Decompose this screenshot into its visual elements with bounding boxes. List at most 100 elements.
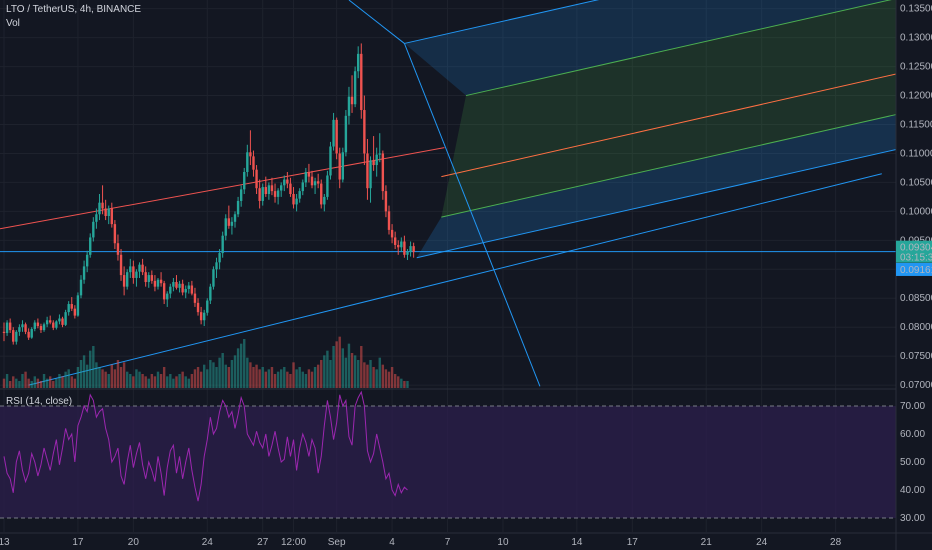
volume-bar — [49, 376, 52, 388]
candle-body — [178, 283, 181, 288]
candle-body — [347, 96, 351, 116]
candle-body — [42, 324, 46, 331]
candle-body — [129, 266, 132, 273]
volume-bar — [39, 381, 43, 388]
candle-body — [101, 202, 104, 209]
time-tick-label: 24 — [202, 537, 214, 548]
rsi-pane[interactable] — [0, 388, 932, 519]
volume-bar — [227, 367, 231, 388]
candle-body — [82, 266, 86, 280]
candle-body — [249, 152, 252, 157]
price-tick-label: 0.11500 — [900, 120, 932, 131]
candle-body — [24, 324, 27, 332]
volume-bar — [175, 376, 178, 388]
candle-body — [286, 179, 289, 184]
volume-bar — [12, 376, 15, 388]
candle-body — [206, 300, 209, 313]
candle-body — [135, 271, 138, 278]
vol-legend[interactable]: Vol — [6, 18, 20, 29]
volume-bar — [387, 371, 391, 388]
time-tick-label: 4 — [389, 537, 395, 548]
volume-bar — [329, 360, 332, 388]
bar-countdown: 03:15:33 — [900, 253, 932, 264]
rsi-tick-label: 50.00 — [900, 457, 925, 468]
candle-body — [381, 153, 385, 192]
candle-body — [61, 318, 64, 325]
candle-body — [270, 185, 274, 192]
volume-bar — [162, 367, 166, 388]
candle-body — [403, 241, 406, 255]
volume-bar — [110, 364, 113, 388]
candle-body — [12, 330, 15, 342]
time-tick-label: 13 — [0, 537, 10, 548]
time-tick-label: 10 — [497, 537, 509, 548]
candle-body — [203, 312, 206, 321]
volume-bar — [270, 367, 274, 388]
volume-bar — [82, 355, 86, 388]
candle-body — [255, 169, 258, 189]
volume-bar — [363, 362, 366, 388]
volume-bar — [119, 367, 123, 388]
candle-body — [113, 224, 117, 244]
candle-body — [280, 185, 283, 191]
volume-bar — [147, 378, 150, 388]
volume-bar — [378, 357, 381, 388]
symbol-title[interactable]: LTO / TetherUS, 4h, BINANCE — [6, 4, 142, 15]
candle-body — [283, 179, 286, 186]
volume-bar — [406, 381, 409, 388]
candle-body — [199, 312, 203, 321]
candle-body — [246, 152, 249, 172]
candle-body — [132, 266, 135, 278]
volume-bar — [375, 369, 378, 388]
candle-body — [397, 244, 400, 248]
volume-bar — [33, 376, 36, 388]
volume-bar — [24, 371, 27, 388]
volume-bar — [18, 381, 21, 388]
time-tick-label: 28 — [830, 537, 842, 548]
volume-bar — [249, 362, 252, 388]
time-tick-label: 17 — [627, 537, 639, 548]
rsi-tick-label: 40.00 — [900, 485, 925, 496]
volume-bar — [2, 378, 6, 388]
pitchfork-drawing[interactable] — [0, 0, 898, 387]
candle-body — [79, 279, 83, 296]
volume-bar — [400, 378, 403, 388]
volume-bar — [150, 374, 154, 388]
volume-bar — [67, 369, 70, 388]
volume-bar — [141, 374, 144, 388]
candle-series[interactable] — [2, 43, 415, 345]
candle-body — [36, 322, 40, 327]
candle-body — [372, 160, 375, 166]
volume-bar — [335, 341, 338, 388]
candle-body — [390, 229, 394, 238]
candle-body — [49, 320, 52, 323]
volume-bar — [169, 374, 172, 388]
rsi-legend[interactable]: RSI (14, close) — [6, 396, 73, 407]
volume-bar — [206, 369, 209, 388]
candle-body — [187, 285, 190, 289]
volume-bar — [129, 374, 132, 388]
candle-body — [304, 171, 308, 183]
candle-body — [104, 208, 107, 217]
candle-body — [316, 181, 320, 184]
time-tick-label: 17 — [72, 537, 84, 548]
rsi-tick-label: 60.00 — [900, 429, 925, 440]
volume-bar — [21, 374, 24, 388]
candle-body — [233, 214, 237, 222]
current-price-badge — [896, 240, 932, 263]
candle-body — [184, 288, 187, 293]
volume-bar — [156, 371, 160, 388]
volume-bar — [384, 369, 388, 388]
volume-bar — [184, 376, 187, 388]
volume-bar — [138, 371, 141, 388]
candle-body — [122, 275, 126, 287]
volume-bar — [286, 371, 289, 388]
candle-body — [110, 208, 113, 225]
candle-body — [369, 160, 372, 189]
volume-bar — [381, 364, 385, 388]
candle-body — [289, 183, 292, 194]
